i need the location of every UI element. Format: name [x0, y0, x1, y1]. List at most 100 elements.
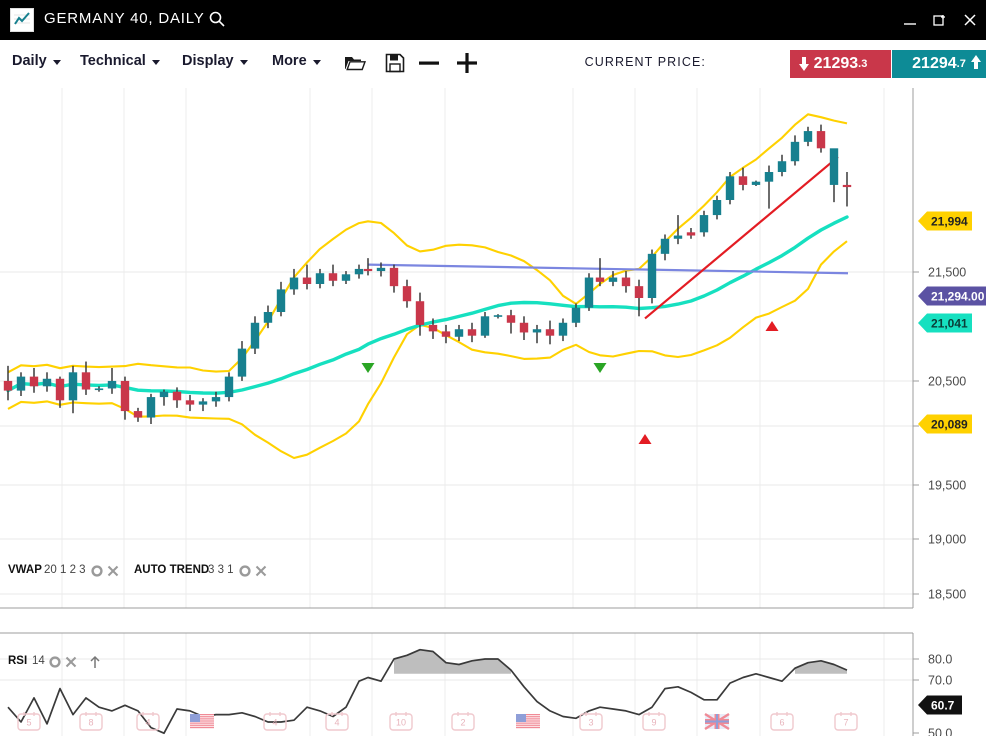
calendar-event-badge[interactable]: 8: [79, 712, 103, 731]
flag-us-icon[interactable]: [516, 714, 540, 729]
calendar-event-badge[interactable]: 9: [642, 712, 666, 731]
open-folder-icon[interactable]: [342, 50, 368, 76]
close-icon[interactable]: [255, 565, 267, 577]
ask-price-value: 21294: [912, 55, 957, 72]
flag-uk-icon[interactable]: [704, 712, 730, 731]
menu-technical-label: Technical: [80, 53, 146, 69]
rsi-axis-tick: 50.0: [928, 727, 952, 736]
signal-markers[interactable]: [361, 321, 779, 444]
chevron-down-icon: [312, 60, 321, 65]
calendar-event-badge[interactable]: 5: [17, 712, 41, 731]
event-count: 4: [272, 718, 277, 728]
price-axis-tick: 19,500: [928, 479, 966, 493]
price-axis-tick: 21,500: [928, 266, 966, 280]
zoom-in-icon[interactable]: [454, 50, 480, 76]
chevron-down-icon: [151, 60, 160, 65]
arrow-up-icon: [971, 55, 981, 69]
menu-more[interactable]: More: [272, 53, 321, 69]
badge-current-price[interactable]: 21,294.00: [918, 286, 986, 306]
rsi-axis-tick: 70.0: [928, 674, 952, 688]
chevron-down-icon: [52, 60, 61, 65]
zoom-out-icon[interactable]: [416, 50, 442, 76]
calendar-event-badge[interactable]: 4: [263, 712, 287, 731]
rsi-series: [7, 648, 848, 735]
badge-vwap-text: 21,041: [931, 316, 968, 330]
minimize-icon[interactable]: [902, 12, 918, 28]
vwap-params: 20 1 2 3: [44, 564, 86, 576]
chart-gridlines: [0, 88, 914, 736]
event-count: 4: [145, 718, 150, 728]
menu-daily-label: Daily: [12, 53, 47, 69]
arrow-down-icon: [799, 57, 809, 71]
bid-price-value: 21293: [813, 55, 859, 72]
rsi-indicator-legend[interactable]: RSI 14: [8, 655, 100, 668]
gear-icon[interactable]: [91, 565, 103, 577]
economic-events-bar[interactable]: 5 8 4 4 4 10 2 3 9 6 7: [17, 712, 858, 731]
title-bar: GERMANY 40, DAILY: [0, 0, 986, 40]
candlestick-series[interactable]: [3, 124, 852, 424]
event-count: 7: [843, 718, 848, 728]
rsi-axis-tick: 80.0: [928, 653, 952, 667]
restore-window-icon[interactable]: [932, 12, 948, 28]
event-count: 4: [334, 718, 339, 728]
gear-icon[interactable]: [49, 656, 61, 668]
event-count: 3: [588, 718, 593, 728]
search-icon[interactable]: [208, 10, 228, 30]
auto-trend-indicator-legend[interactable]: AUTO TREND 3 3 1: [134, 564, 267, 577]
flag-us-icon[interactable]: [190, 714, 214, 729]
rsi-axis[interactable]: 80.0 70.0 50.0: [913, 653, 952, 736]
vwap-indicator-legend[interactable]: VWAP 20 1 2 3: [8, 564, 119, 577]
event-count: 8: [88, 718, 93, 728]
chart-logo-icon: [10, 8, 34, 32]
calendar-event-badge[interactable]: 7: [834, 712, 858, 731]
gear-icon[interactable]: [239, 565, 251, 577]
ask-price-decimal: .7: [956, 58, 966, 70]
badge-lower-band[interactable]: 20,089: [918, 414, 972, 434]
bid-price-box[interactable]: 21293.3: [790, 50, 891, 78]
close-icon[interactable]: [65, 656, 77, 668]
event-count: 5: [26, 718, 31, 728]
menu-technical[interactable]: Technical: [80, 53, 160, 69]
calendar-event-badge[interactable]: 2: [451, 712, 475, 731]
menu-display-label: Display: [182, 53, 234, 69]
price-badges[interactable]: 21,994 21,294.00 21,041 20,089 60.7: [918, 211, 986, 715]
calendar-event-badge[interactable]: 6: [770, 712, 794, 731]
badge-vwap[interactable]: 21,041: [918, 313, 972, 333]
ask-price-box[interactable]: 21294.7: [892, 50, 986, 78]
resistance-line[interactable]: [367, 263, 849, 275]
menu-daily[interactable]: Daily: [12, 53, 61, 69]
trendline[interactable]: [644, 156, 839, 320]
menu-more-label: More: [272, 53, 307, 69]
rsi-label: RSI: [8, 655, 27, 667]
price-axis-tick: 20,500: [928, 375, 966, 389]
badge-upper-band-text: 21,994: [931, 214, 968, 228]
menu-bar: Daily Technical Display More: [0, 40, 986, 89]
menu-display[interactable]: Display: [182, 53, 248, 69]
badge-rsi-value-text: 60.7: [931, 698, 955, 712]
save-disk-icon[interactable]: [382, 50, 408, 76]
window-controls: [902, 8, 978, 32]
arrow-up-icon[interactable]: [90, 655, 100, 668]
event-count: 2: [460, 718, 465, 728]
close-icon[interactable]: [107, 565, 119, 577]
price-axis-tick: 19,000: [928, 533, 966, 547]
close-icon[interactable]: [962, 12, 978, 28]
calendar-event-badge[interactable]: 3: [579, 712, 603, 731]
auto-trend-label: AUTO TREND: [134, 564, 209, 576]
calendar-event-badge[interactable]: 4: [325, 712, 349, 731]
badge-upper-band[interactable]: 21,994: [918, 211, 972, 231]
event-count: 9: [651, 718, 656, 728]
vwap-label: VWAP: [8, 564, 42, 576]
current-price-label: CURRENT PRICE:: [584, 55, 706, 69]
badge-current-price-text: 21,294.00: [931, 289, 985, 303]
vwap-line: [6, 215, 849, 395]
calendar-event-badge[interactable]: 4: [136, 712, 160, 731]
chevron-down-icon: [239, 60, 248, 65]
calendar-event-badge[interactable]: 10: [389, 712, 413, 731]
event-count: 10: [396, 718, 406, 728]
badge-rsi-value[interactable]: 60.7: [918, 695, 962, 715]
price-axis-tick: 18,500: [928, 588, 966, 602]
